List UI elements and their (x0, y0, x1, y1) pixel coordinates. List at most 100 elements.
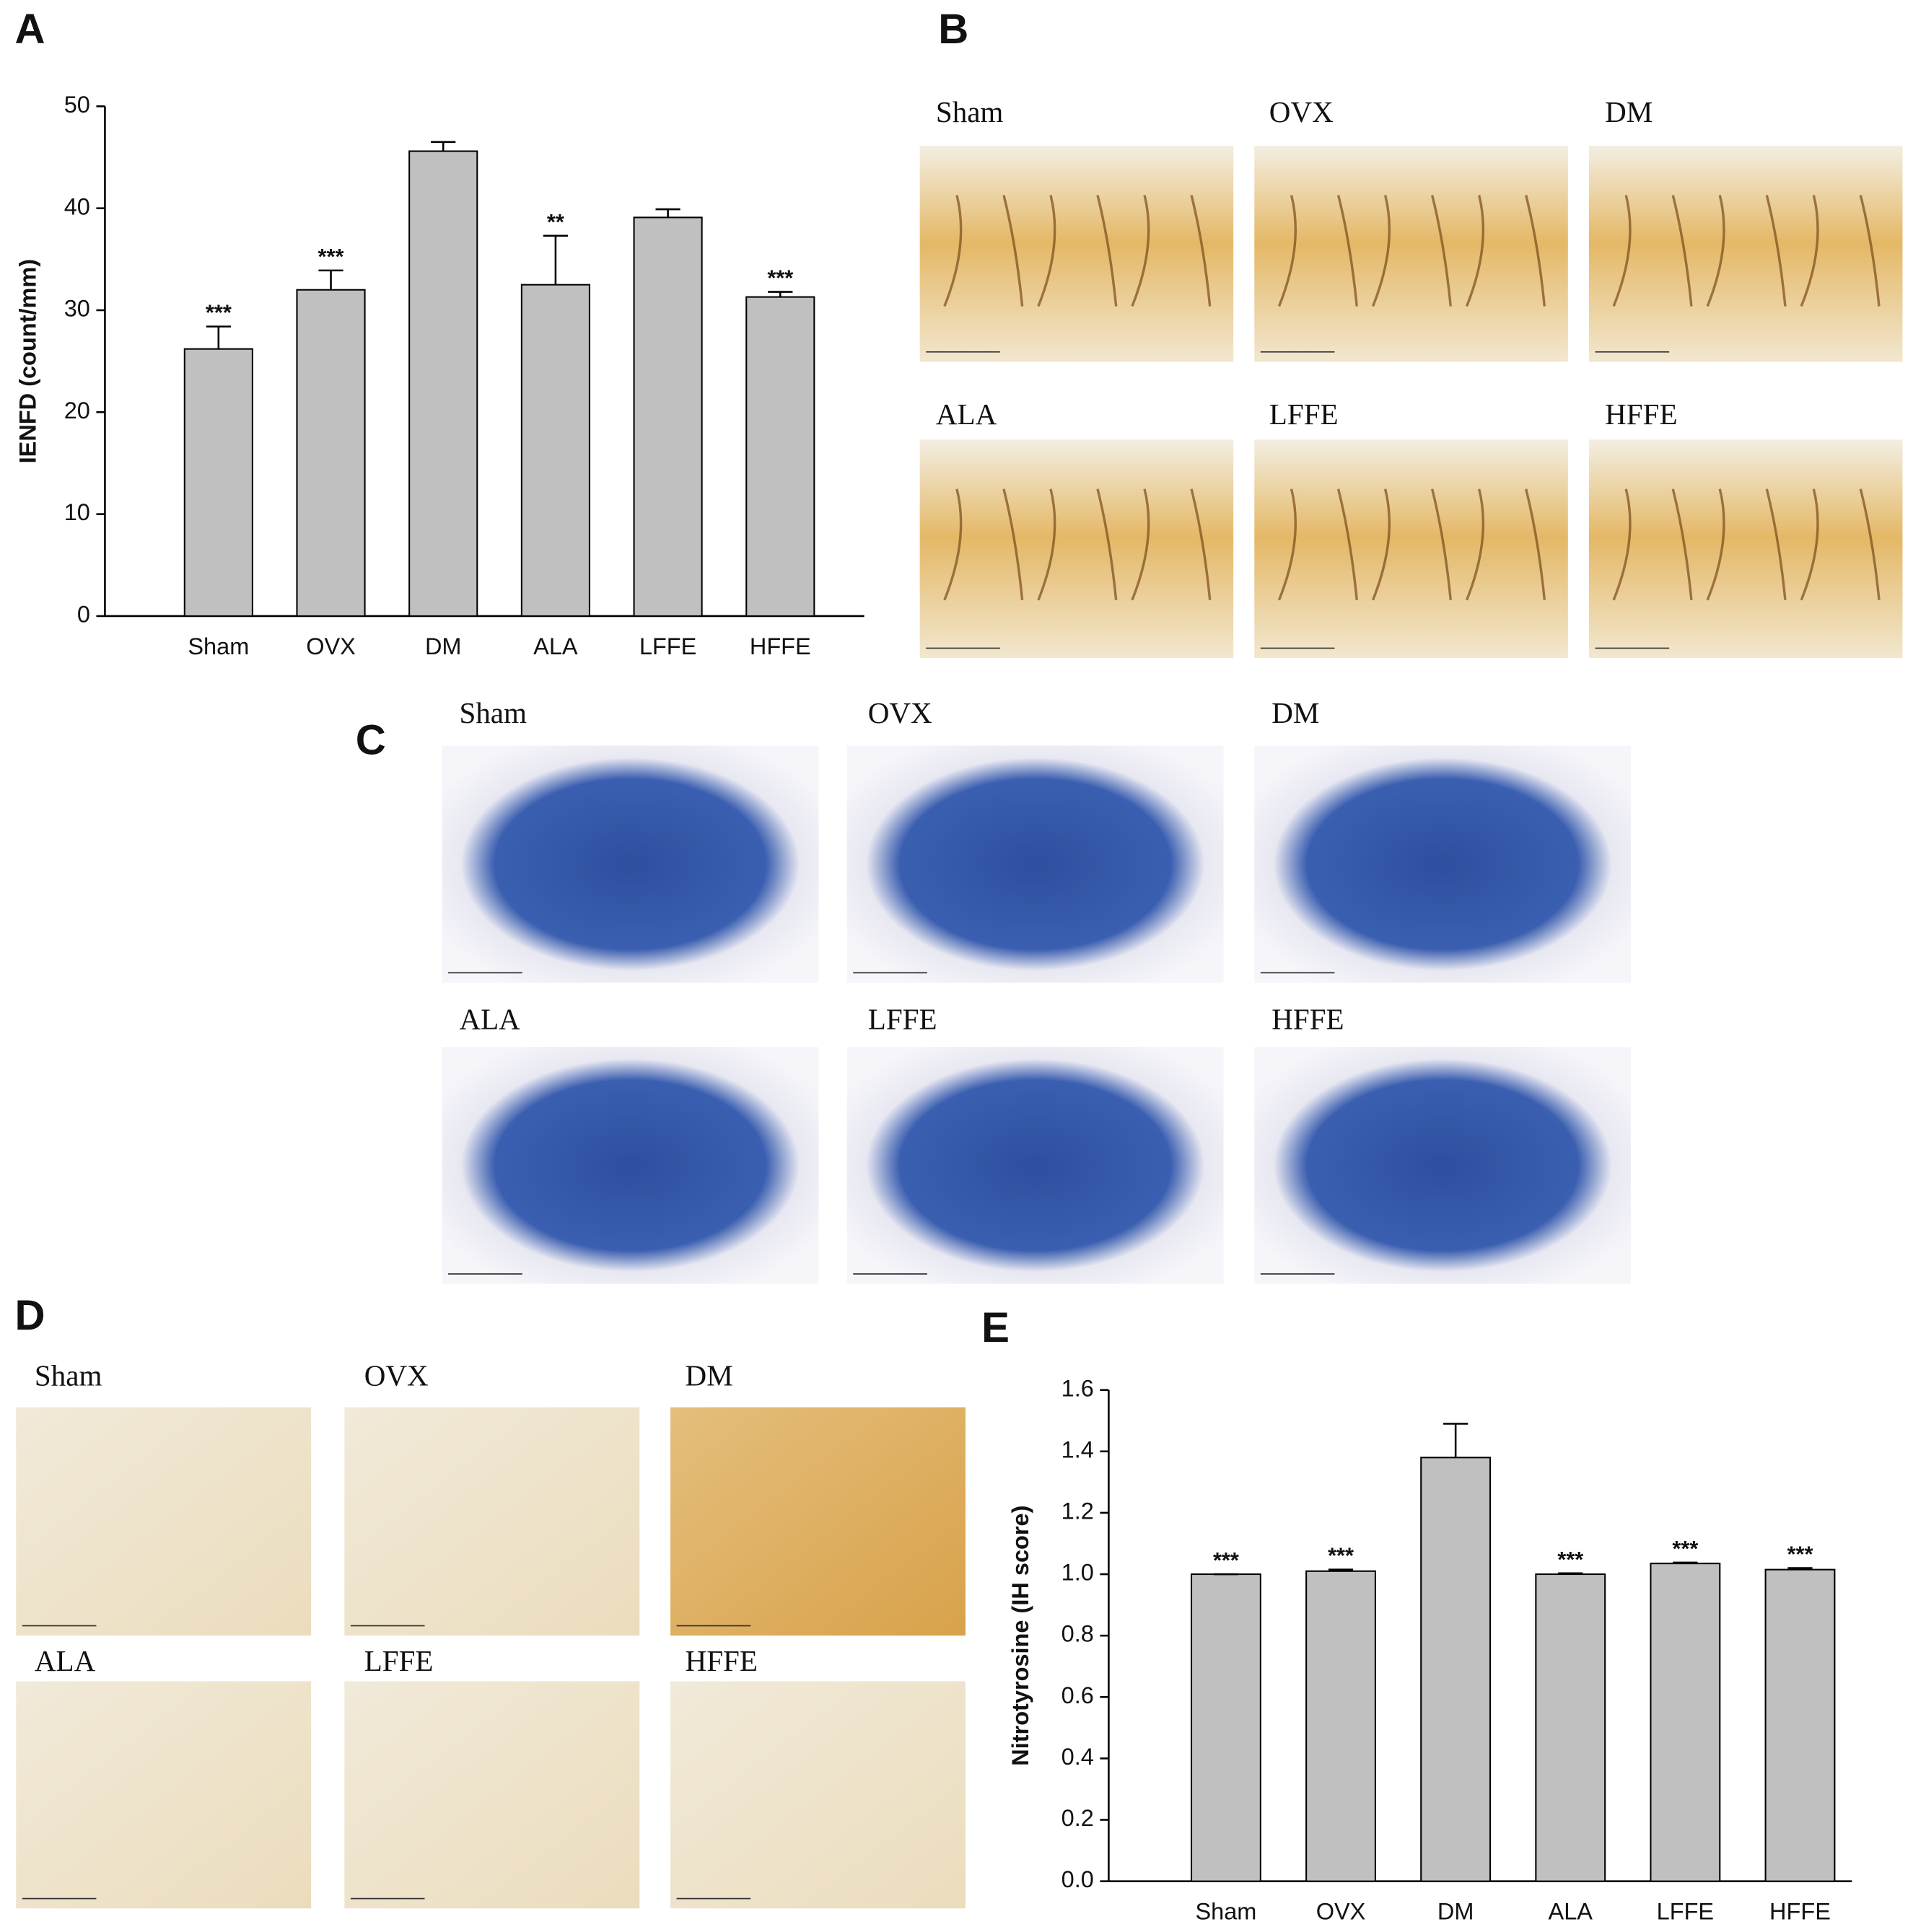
nerve-fiber (1037, 195, 1056, 307)
micrograph (919, 439, 1234, 659)
y-tick-label: 10 (64, 499, 90, 525)
micrograph-label: HFFE (1271, 1002, 1344, 1035)
error-bar (1443, 1423, 1468, 1458)
nerve-fiber (1037, 488, 1056, 601)
nerve-fiber (1131, 488, 1150, 601)
nerve-fiber (1612, 195, 1632, 307)
nerve-fiber (1190, 195, 1212, 307)
bar (296, 289, 366, 617)
error-bar (318, 269, 343, 290)
nerve-fiber (1465, 195, 1485, 307)
nerve-fiber (1277, 488, 1297, 601)
nerve-fiber (1859, 195, 1881, 307)
nerve-fiber (1277, 195, 1297, 307)
micrograph (442, 745, 819, 983)
x-tick-label: DM (1437, 1899, 1474, 1925)
nerve-fiber (1002, 488, 1024, 600)
significance: *** (318, 244, 344, 269)
nerve-fiber (1612, 488, 1632, 601)
y-tick-label: 1.6 (1062, 1375, 1094, 1401)
nerve-fiber (1002, 195, 1024, 307)
y-tick-label: 0.0 (1062, 1866, 1094, 1892)
micrograph (1254, 745, 1632, 983)
x-tick-label: Sham (1195, 1899, 1256, 1925)
nerve-fiber (1525, 488, 1546, 600)
y-tick-label: 0.4 (1062, 1744, 1094, 1770)
nerve-fiber (1706, 195, 1725, 307)
nerve-fiber (943, 195, 963, 307)
micrograph-label: ALA (936, 398, 997, 431)
micrograph (1254, 146, 1568, 362)
bar (408, 150, 478, 617)
micrograph-label: Sham (936, 95, 1004, 128)
error-bar (1558, 1572, 1583, 1575)
nerve-fiber (1765, 488, 1787, 600)
nerve-fiber (1671, 488, 1693, 600)
nerve-fiber (1096, 488, 1118, 600)
micrograph-label: OVX (1269, 95, 1334, 128)
micrograph-label: Sham (35, 1359, 102, 1392)
micrograph (344, 1407, 640, 1636)
y-tick-label: 30 (64, 296, 90, 322)
y-tick-label: 1.0 (1062, 1560, 1094, 1586)
bar (1650, 1563, 1721, 1882)
micrograph (846, 745, 1224, 983)
y-tick-label: 20 (64, 398, 90, 423)
y-tick-label: 1.2 (1062, 1498, 1094, 1524)
y-axis-label: Nitrotyrosine (IH score) (1007, 1506, 1033, 1766)
nerve-fiber (1671, 195, 1693, 307)
micrograph-label: LFFE (868, 1002, 937, 1035)
nerve-fiber (1706, 488, 1725, 601)
significance: *** (1213, 1547, 1239, 1573)
micrograph-label: DM (1271, 696, 1319, 729)
x-tick-label: DM (425, 633, 462, 659)
nerve-fiber (1336, 488, 1358, 600)
x-tick-label: LFFE (1657, 1899, 1714, 1925)
panel-label: C (356, 717, 386, 764)
significance: *** (1787, 1542, 1813, 1567)
y-tick-label: 0.6 (1062, 1682, 1094, 1708)
micrograph (16, 1681, 312, 1909)
panel-label: B (938, 6, 968, 53)
nerve-fiber (1336, 195, 1358, 307)
x-tick-label: LFFE (639, 633, 696, 659)
x-tick-label: Sham (188, 633, 249, 659)
micrograph-label: HFFE (1605, 398, 1677, 431)
micrograph (670, 1407, 966, 1636)
y-tick-label: 0.2 (1062, 1805, 1094, 1831)
nerve-fiber (1371, 195, 1391, 307)
micrograph-label: LFFE (1269, 398, 1339, 431)
error-bar (431, 141, 456, 152)
y-tick-label: 0.8 (1062, 1621, 1094, 1647)
x-tick-label: HFFE (750, 633, 811, 659)
nerve-fiber (1371, 488, 1391, 601)
bar (520, 284, 590, 617)
error-bar (543, 234, 569, 285)
significance: *** (206, 300, 232, 325)
nerve-fiber (1131, 195, 1150, 307)
nerve-fiber (1800, 488, 1819, 601)
bar (1190, 1573, 1261, 1882)
nerve-fiber (1096, 195, 1118, 307)
bar (745, 296, 815, 617)
nerve-fiber (1859, 488, 1881, 600)
x-tick-label: OVX (1316, 1899, 1366, 1925)
nerve-fiber (1800, 195, 1819, 307)
x-tick-label: ALA (1549, 1899, 1593, 1925)
panel-label: A (15, 6, 45, 53)
bar (1764, 1568, 1836, 1882)
micrograph (1588, 439, 1903, 659)
micrograph (16, 1407, 312, 1636)
micrograph-label: DM (686, 1359, 733, 1392)
nerve-fiber (1525, 195, 1546, 307)
micrograph (1588, 146, 1903, 362)
y-tick-label: 1.4 (1062, 1436, 1094, 1462)
y-tick-label: 50 (64, 92, 90, 118)
nerve-fiber (943, 488, 963, 601)
error-bar (1787, 1567, 1813, 1570)
bar (1305, 1570, 1376, 1882)
error-bar (768, 291, 793, 297)
y-axis-label: IENFD (count/mm) (15, 259, 41, 463)
significance: *** (1328, 1543, 1354, 1568)
